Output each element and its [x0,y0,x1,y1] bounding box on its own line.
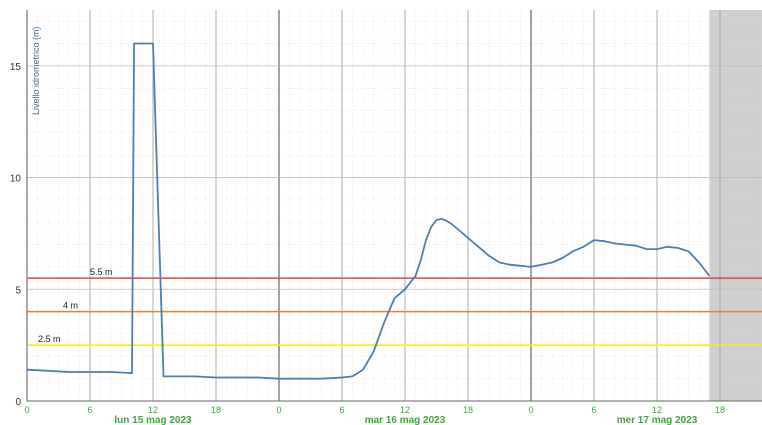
day-label: mar 16 mag 2023 [365,415,446,425]
x-tick-label: 6 [87,405,92,415]
x-tick-label: 18 [211,405,221,415]
x-tick-label: 0 [276,405,281,415]
series-line [26,42,711,380]
x-tick-label: 0 [24,405,29,415]
y-tick-label: 5 [15,285,21,296]
y-tick-label: 15 [10,62,22,73]
y-axis-label: Livello idrometrico (m) [31,26,41,115]
threshold-label: 2.5 m [38,334,61,344]
x-tick-label: 6 [339,405,344,415]
x-tick-label: 12 [652,405,662,415]
day-label: mer 17 mag 2023 [617,415,698,425]
y-tick-label: 0 [15,397,21,408]
x-tick-label: 6 [591,405,596,415]
minor-grid [27,10,762,401]
x-tick-label: 0 [528,405,533,415]
threshold-label: 4 m [63,301,78,311]
forecast-shade [709,10,762,401]
tick-labels: 0 5 10 15 0 6 12 18 0 6 12 18 0 6 12 18 lun 15 mag 2023 m… [10,62,725,425]
threshold-lines: 5.5 m 4 m 2.5 m [27,267,762,346]
x-tick-label: 18 [715,405,725,415]
axes [26,10,762,402]
threshold-label: 5.5 m [90,267,113,277]
x-tick-label: 12 [400,405,410,415]
x-tick-label: 18 [463,405,473,415]
y-tick-label: 10 [10,174,22,185]
day-label: lun 15 mag 2023 [114,415,192,425]
x-tick-label: 12 [148,405,158,415]
series-layer [26,42,711,380]
